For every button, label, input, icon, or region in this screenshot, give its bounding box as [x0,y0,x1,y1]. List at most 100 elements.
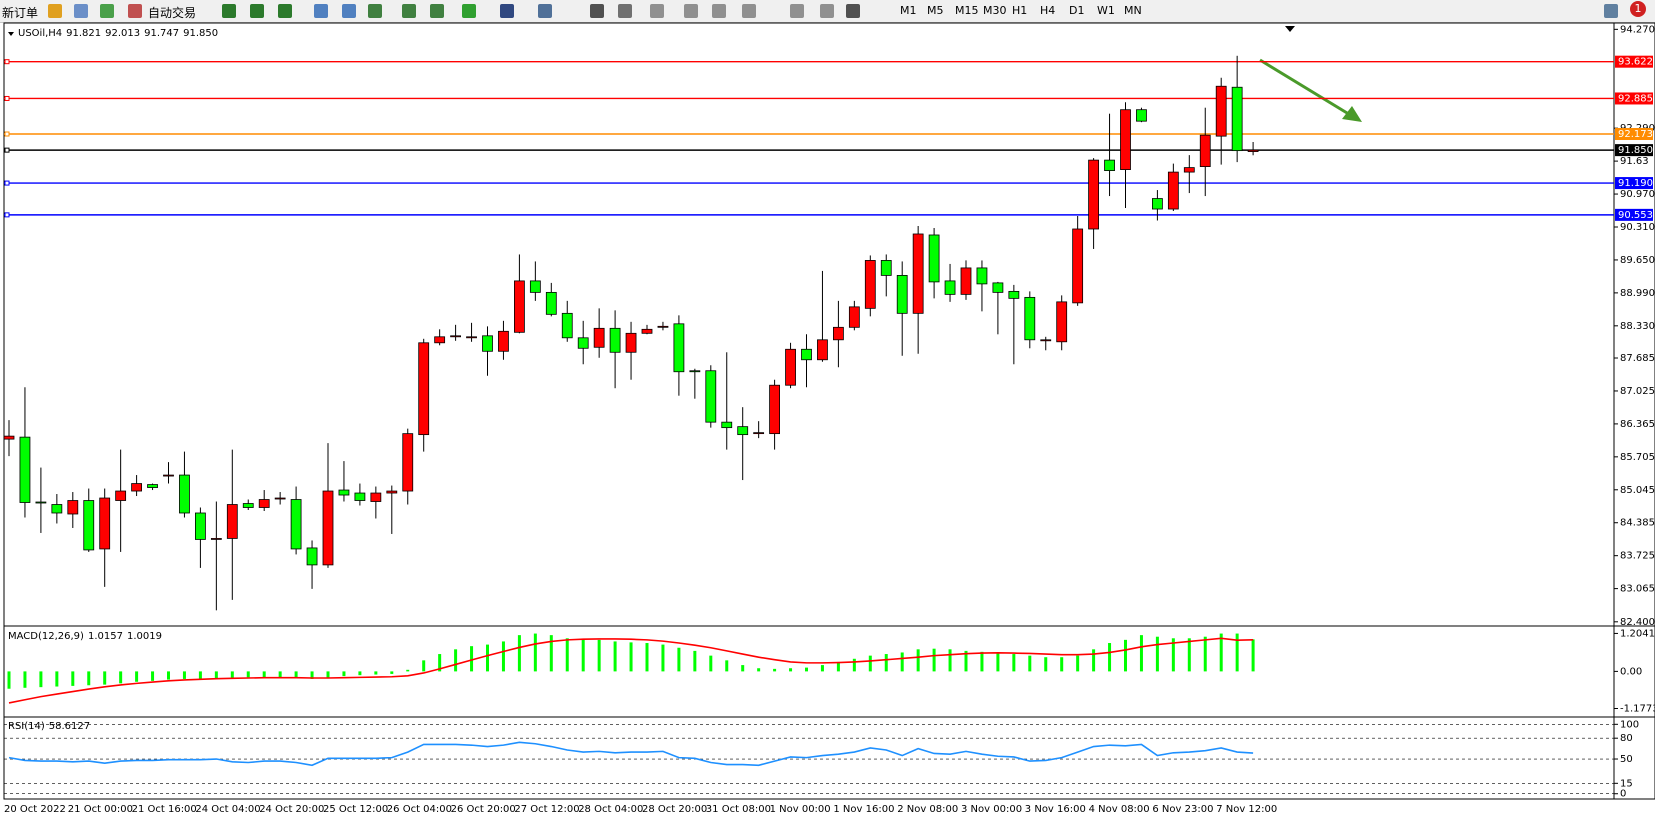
icon[interactable] [368,4,382,18]
icon[interactable] [222,4,236,18]
timeframe-button[interactable]: M1 [900,4,917,17]
timeframe-button[interactable]: H4 [1040,4,1056,17]
candle-body [258,499,270,508]
candle-body [1088,159,1099,230]
icon[interactable] [820,4,834,18]
macd-bar [900,652,904,672]
icon[interactable] [712,4,726,18]
y-tick-label: 80 [1620,733,1633,744]
candle-body [99,497,111,550]
timeframe-button[interactable]: D1 [1069,4,1085,17]
macd-value: 1.0157 [87,631,123,642]
candle-body [147,484,158,488]
candle-body [1167,171,1179,210]
toolbar: 新订单 自动交易 1 M1 M5 M15 M30 H1 H4 D1 W1 MN [0,0,1655,23]
timeframe-button[interactable]: M15 [955,4,979,17]
search-icon[interactable] [1604,4,1618,18]
y-tick-label: 86.365 [1620,419,1655,430]
icon[interactable] [790,4,804,18]
new-order-button[interactable]: 新订单 [2,6,39,20]
icon[interactable] [462,4,476,18]
macd-bar [438,654,442,672]
icon[interactable] [342,4,356,18]
icon[interactable] [538,4,552,18]
level-handle [4,180,10,186]
macd-bar [852,658,856,672]
icon[interactable] [650,4,664,18]
icon[interactable] [74,4,88,18]
high-value: 92.013 [105,28,141,39]
candle-body [450,335,462,338]
x-tick-label: 28 Oct 20:00 [642,804,707,815]
macd-bar [278,671,282,678]
auto-trading-button[interactable]: 自动交易 [148,6,197,20]
macd-bar [1108,643,1112,672]
icon[interactable] [128,4,142,18]
timeframe-button[interactable]: M5 [927,4,944,17]
x-tick-label: 21 Oct 00:00 [68,804,133,815]
x-tick-label: 26 Oct 04:00 [387,804,452,815]
timeframe-button[interactable]: H1 [1012,4,1028,17]
macd-bar [836,661,840,672]
y-tick-label: 100 [1620,719,1639,730]
candle-body [1136,109,1147,122]
macd-bar [709,655,713,672]
icon[interactable] [500,4,514,18]
icon[interactable] [314,4,328,18]
icon[interactable] [278,4,292,18]
macd-bar [1139,635,1143,672]
y-tick-label: 83.065 [1620,584,1655,595]
macd-bar [613,641,617,672]
icon[interactable] [100,4,114,18]
candle-body [689,370,701,373]
candle-body [1024,296,1036,341]
timeframe-button[interactable]: MN [1124,4,1142,17]
signal-line [8,637,1254,704]
icon[interactable] [250,4,264,18]
candle-body [163,474,174,477]
macd-bar [884,654,888,672]
macd-bar [342,671,346,677]
x-tick-label: 3 Nov 00:00 [961,804,1022,815]
candle-body [210,538,222,540]
icon[interactable] [684,4,698,18]
timeframe-button[interactable]: M30 [983,4,1007,17]
macd-bar [454,649,458,672]
candle-body [944,280,956,295]
candle-body [1008,290,1020,299]
y-tick-label: -1.1773 [1620,704,1655,715]
icon[interactable] [618,4,632,18]
candle-body [1056,301,1068,343]
macd-bar [1028,655,1032,672]
macd-bar [167,671,170,680]
macd-bar [23,671,27,688]
macd-bar [1235,633,1239,672]
icon[interactable] [742,4,756,18]
candle-body [131,483,143,492]
arrow-annotation [1259,58,1353,118]
candle-body [1040,339,1052,342]
macd-bar [549,635,553,672]
macd-bar [757,668,761,672]
macd-bar [486,644,489,672]
icon[interactable] [402,4,416,18]
macd-bar [725,660,729,672]
macd-bar [1203,636,1207,672]
x-tick-label: 24 Oct 04:00 [195,804,260,815]
macd-bar [1092,649,1096,672]
level-handle [4,147,10,153]
y-tick-label: 1.2041 [1620,628,1655,639]
candle-body [1152,198,1163,210]
notification-badge[interactable]: 1 [1630,1,1646,17]
icon[interactable] [430,4,444,18]
icon[interactable] [846,4,860,18]
candle-body [545,291,557,315]
candle-body [306,547,318,566]
candle-body [801,348,812,361]
x-tick-label: 25 Oct 12:00 [323,804,388,815]
macd-bar [645,643,649,672]
icon[interactable] [590,4,604,18]
icon[interactable] [48,4,62,18]
candle-body [1183,167,1195,173]
timeframe-button[interactable]: W1 [1097,4,1115,17]
